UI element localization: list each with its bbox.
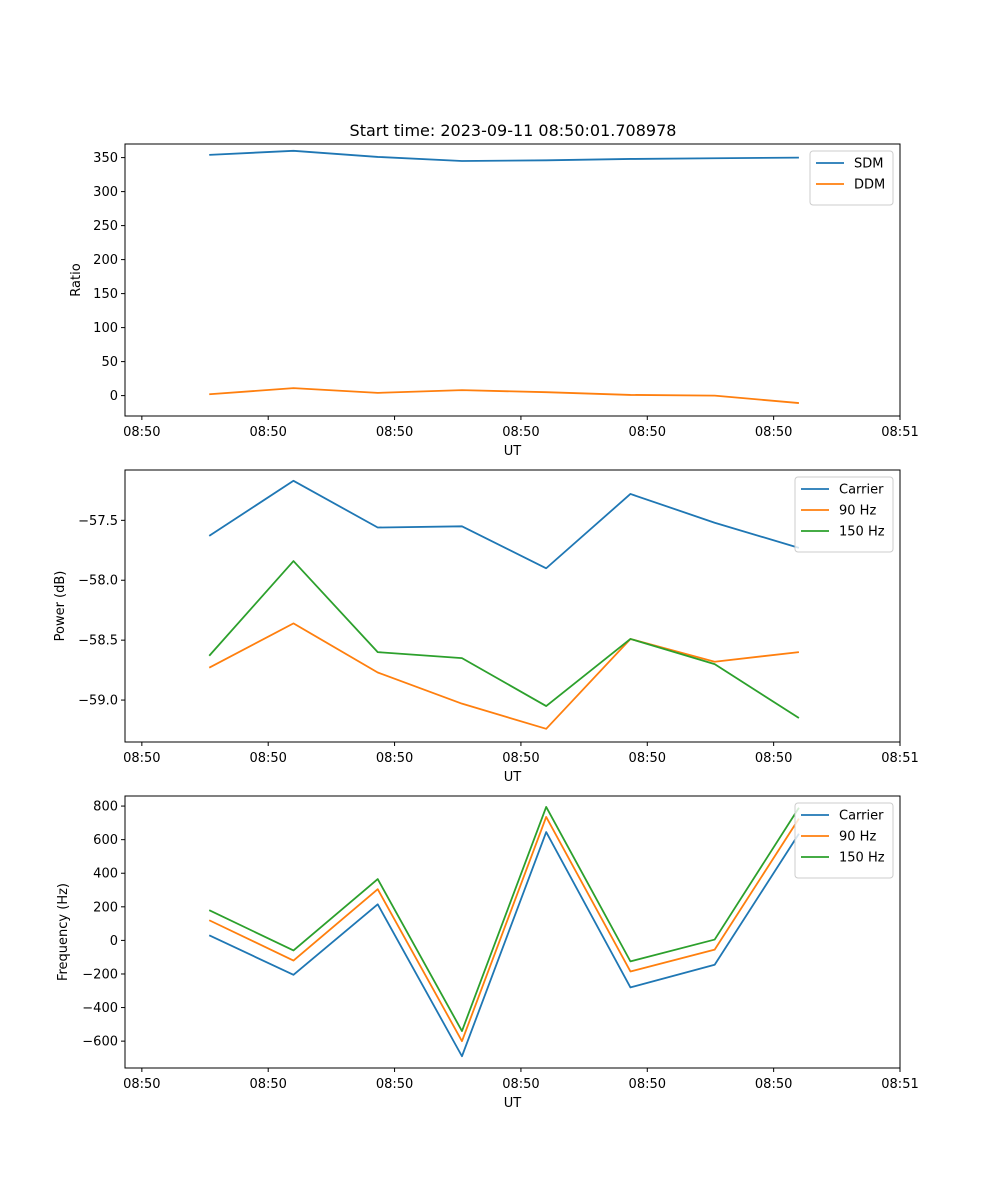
x-tick-label: 08:51 [881,425,918,440]
x-tick-label: 08:50 [629,1077,666,1092]
series-line-90-hz [208,816,800,1043]
y-axis-label: Power (dB) [53,571,68,642]
axes-frame [124,469,901,743]
y-tick-label: −57.5 [78,514,118,529]
y-tick-label: 0 [110,934,118,949]
x-tick-label: 08:50 [249,751,286,766]
series-line-ddm [209,387,799,404]
y-tick-label: 300 [93,185,118,200]
legend: SDM DDM [809,150,894,206]
y-tick-label: 100 [93,321,118,336]
x-tick-label: 08:50 [502,751,539,766]
series-line-150-hz [208,806,800,1032]
x-tick-label: 08:50 [755,425,792,440]
y-tick-label: 150 [93,287,118,302]
chart-panel-2: 08:50 08:50 08:50 08:50 08:50 08:50 08:51 −59.0… [53,469,919,785]
x-axis-label: UT [504,1096,522,1111]
legend-label: 90 Hz [839,504,876,519]
chart-panel-1: 08:50 08:50 08:50 08:50 08:50 08:50 08:51 0 50 10… [69,143,919,459]
x-tick-label: 08:50 [376,1077,413,1092]
x-tick-label: 08:50 [249,1077,286,1092]
series-line-carrier [208,479,800,570]
axes-frame [124,143,901,417]
chart-panel-3: 08:50 08:50 08:50 08:50 08:50 08:50 08:51 −600 −… [56,795,919,1111]
x-tick-label: 08:50 [123,1077,160,1092]
legend-label: Carrier [839,809,884,824]
y-tick-label: −58.5 [78,634,118,649]
figure-title: Start time: 2023-09-11 08:50:01.708978 [350,121,677,140]
y-tick-label: 200 [93,253,118,268]
x-tick-label: 08:50 [629,751,666,766]
legend-label: 150 Hz [839,851,885,866]
series-line-150-hz [208,560,800,719]
legend-box [794,802,894,879]
x-tick-label: 08:50 [502,1077,539,1092]
axes-frame [124,795,901,1069]
x-tick-label: 08:50 [123,425,160,440]
legend-box [809,150,894,206]
x-tick-label: 08:50 [755,751,792,766]
y-tick-label: 800 [93,800,118,815]
y-axis-label: Frequency (Hz) [56,883,71,981]
y-axis-label: Ratio [69,263,84,296]
y-tick-label: −600 [82,1035,118,1050]
y-tick-label: −400 [82,1001,118,1016]
y-tick-label: 50 [101,355,118,370]
series-line-sdm [209,149,799,162]
legend-box [794,476,894,553]
legend: Carrier 90 Hz 150 Hz [794,476,894,553]
x-tick-label: 08:50 [502,425,539,440]
x-tick-label: 08:50 [376,751,413,766]
legend: Carrier 90 Hz 150 Hz [794,802,894,879]
y-tick-label: −58.0 [78,574,118,589]
series-line-90-hz [208,622,800,730]
series-line-carrier [208,831,800,1058]
legend-label: Carrier [839,483,884,498]
y-tick-label: 350 [93,151,118,166]
x-tick-label: 08:51 [881,751,918,766]
legend-label: 150 Hz [839,525,885,540]
y-tick-label: 400 [93,867,118,882]
y-tick-label: 600 [93,833,118,848]
x-tick-label: 08:51 [881,1077,918,1092]
x-tick-label: 08:50 [629,425,666,440]
x-tick-label: 08:50 [123,751,160,766]
x-axis-label: UT [504,770,522,785]
y-tick-label: −200 [82,967,118,982]
y-tick-label: 200 [93,900,118,915]
x-tick-label: 08:50 [249,425,286,440]
y-tick-label: 250 [93,219,118,234]
y-tick-label: 0 [110,389,118,404]
x-tick-label: 08:50 [376,425,413,440]
legend-label: 90 Hz [839,830,876,845]
x-axis-label: UT [504,444,522,459]
y-tick-label: −59.0 [78,694,118,709]
legend-label: SDM [854,157,883,172]
legend-label: DDM [854,178,885,193]
x-tick-label: 08:50 [755,1077,792,1092]
panels: 08:50 08:50 08:50 08:50 08:50 08:50 08:51 0 50 10… [53,143,919,1111]
